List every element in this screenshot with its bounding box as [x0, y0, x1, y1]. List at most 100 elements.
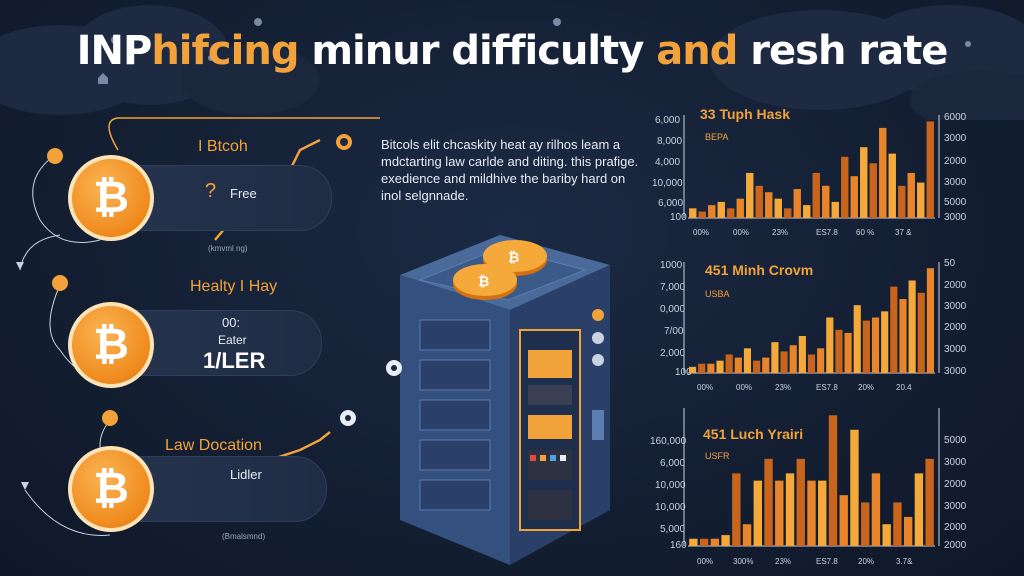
chart-bar	[839, 495, 848, 546]
chart-bar	[716, 360, 724, 373]
chart-bar	[793, 189, 801, 218]
y-tick-right: 2000	[944, 522, 967, 533]
y-tick-right: 3000	[944, 501, 967, 512]
chart-bar	[784, 208, 792, 218]
chart-bar	[689, 538, 698, 546]
y-tick-right: 5000	[944, 197, 967, 208]
chart-bar	[698, 211, 706, 218]
chart-bar	[879, 127, 887, 218]
chart-bar	[717, 201, 725, 218]
x-tick: ES7.8	[816, 557, 838, 566]
chart-bar	[785, 473, 795, 546]
y-tick: 7,000	[660, 282, 686, 293]
y-tick: 8,000	[657, 136, 683, 147]
chart-subtitle: USFR	[705, 451, 730, 461]
y-tick: 6,000	[658, 198, 684, 209]
chart-bar	[780, 351, 788, 373]
chart-bar	[871, 317, 880, 373]
chart-bar	[734, 357, 742, 373]
chart-bar	[926, 121, 934, 218]
chart-bar	[798, 336, 806, 373]
chart-bar	[708, 205, 716, 218]
chart-bar	[926, 268, 934, 373]
chart-bar	[746, 172, 754, 218]
bitcoin-icon: ₿	[68, 446, 154, 532]
chart-bar	[698, 363, 706, 373]
y-tick-right: 2000	[944, 322, 967, 333]
page-title: INPhifcing minur difficulty and resh rat…	[76, 28, 949, 74]
y-tick: 6,000	[660, 458, 686, 469]
chart-bar	[727, 208, 735, 218]
chart-title: 33 Tuph Hask	[700, 106, 790, 122]
chart-bar	[888, 153, 896, 218]
chart-bar	[893, 502, 902, 546]
x-tick: 00%	[697, 557, 714, 566]
chart-bar	[689, 208, 697, 218]
chart-title: 451 Luch Yrairi	[703, 426, 804, 442]
chart-bar	[925, 458, 934, 546]
y-tick: 4,000	[655, 157, 681, 168]
y-tick: 5,000	[660, 524, 686, 535]
bitcoin-icon: ₿	[68, 155, 154, 241]
x-tick: 20%	[858, 383, 875, 392]
card-text: Eater	[218, 333, 247, 347]
chart-bar	[817, 348, 825, 373]
card-value: 1/LER	[203, 348, 266, 373]
chart-bar	[862, 320, 870, 373]
svg-text:₿: ₿	[478, 274, 489, 290]
chart-bar	[743, 348, 752, 373]
y-tick-right: 3000	[944, 301, 967, 312]
chart-bar	[710, 538, 720, 546]
chart-bar	[753, 360, 761, 373]
chart-subtitle: USBA	[705, 289, 730, 299]
chart-bar	[869, 163, 877, 218]
chart-bar	[850, 429, 859, 546]
chart-bar	[822, 185, 830, 218]
x-tick: 00%	[736, 383, 753, 392]
y-tick-right: 3000	[944, 177, 967, 188]
chart-bar	[835, 329, 843, 373]
y-tick-right: 2000	[944, 479, 967, 490]
chart-bar	[796, 458, 805, 546]
chart-bar	[908, 280, 916, 373]
y-tick: 100	[675, 367, 692, 378]
chart-bar	[771, 342, 779, 373]
x-tick: 300%	[733, 557, 754, 566]
card-value-small: 00:	[222, 315, 241, 330]
x-tick: 23%	[775, 557, 792, 566]
y-tick-right: 2000	[944, 540, 967, 551]
y-tick-right: 2000	[944, 280, 967, 291]
y-tick: 1000	[660, 260, 683, 271]
chart-bar	[764, 458, 773, 546]
chart-bar	[789, 345, 797, 373]
x-tick: 20.4	[896, 383, 912, 392]
chart-subtitle: BEPA	[705, 132, 729, 142]
chart-bar	[803, 205, 811, 218]
chart-title: 451 Minh Crovm	[705, 262, 814, 278]
chart-bar	[860, 147, 868, 218]
chart-bar	[762, 357, 770, 373]
chart-bar	[831, 201, 839, 218]
chart-bar	[844, 332, 852, 373]
chart-bar	[903, 516, 913, 546]
x-tick: 37 &	[895, 228, 912, 237]
y-tick-right: 6000	[944, 112, 967, 123]
chart-bar	[917, 292, 925, 373]
chart-bar	[725, 354, 733, 373]
y-tick: 160,000	[650, 436, 687, 447]
card-note: (Bmalsmnd)	[222, 532, 266, 541]
chart-bar	[898, 185, 906, 218]
y-tick-right: 50	[944, 258, 956, 269]
y-tick: 0,000	[660, 304, 686, 315]
chart-bar	[736, 198, 744, 218]
chart-bar	[807, 354, 816, 373]
chart-bar	[914, 473, 924, 546]
y-tick-right: 3000	[944, 212, 967, 223]
y-tick: 7/00	[664, 326, 684, 337]
x-tick: 3.7&	[896, 557, 913, 566]
y-tick-right: 3000	[944, 133, 967, 144]
x-tick: 00%	[693, 228, 710, 237]
chart-bar	[882, 524, 891, 546]
chart-bar	[828, 415, 838, 546]
